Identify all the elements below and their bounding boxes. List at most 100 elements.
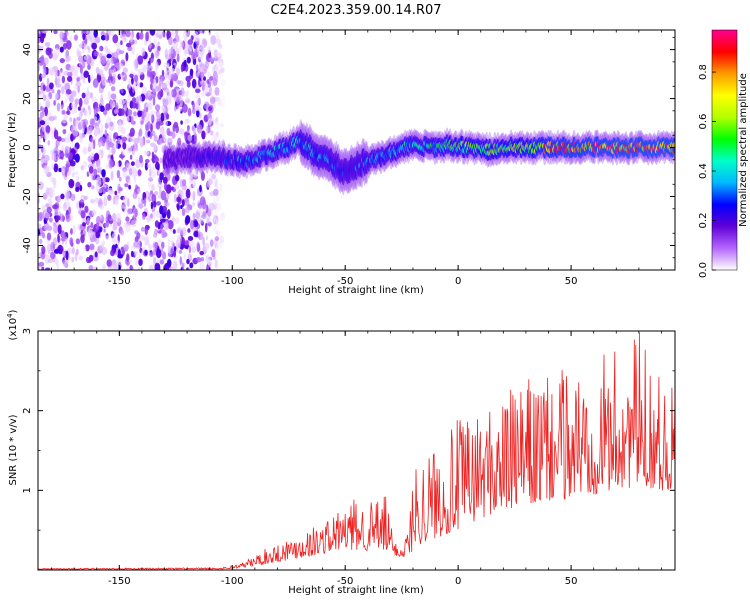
noise-blob (160, 190, 166, 201)
noise-blob (220, 190, 224, 195)
noise-blob (113, 220, 118, 231)
noise-blob (159, 157, 163, 164)
noise-blob (72, 246, 75, 255)
noise-blob (187, 228, 191, 233)
noise-blob (192, 201, 196, 207)
noise-blob (121, 33, 127, 41)
noise-blob (101, 175, 106, 185)
noise-blob (184, 45, 187, 56)
noise-blob (73, 65, 79, 74)
noise-blob (44, 42, 51, 47)
noise-blob (189, 262, 194, 269)
noise-blob (157, 45, 161, 52)
noise-blob (203, 64, 208, 72)
noise-blob (150, 123, 153, 133)
noise-blob (116, 169, 121, 179)
noise-blob (66, 110, 71, 115)
noise-blob (157, 91, 163, 100)
noise-blob (171, 89, 177, 98)
noise-blob (150, 201, 154, 210)
noise-blob (46, 77, 50, 87)
noise-blob (72, 90, 76, 95)
noise-blob (183, 35, 188, 43)
noise-blob (220, 212, 226, 221)
noise-blob (126, 208, 132, 215)
noise-blob (201, 130, 206, 140)
noise-blob (93, 106, 98, 116)
noise-blob (79, 65, 83, 74)
noise-blob (150, 110, 157, 115)
noise-blob (144, 225, 148, 236)
noise-blob (181, 208, 186, 217)
y-tick-label: 20 (22, 92, 33, 105)
noise-blob (83, 246, 87, 252)
noise-blob (122, 116, 125, 126)
noise-blob (156, 201, 161, 206)
noise-blob (138, 128, 143, 137)
noise-blob (122, 195, 128, 206)
noise-blob (118, 187, 123, 192)
noise-blob (121, 89, 124, 94)
noise-blob (154, 241, 159, 249)
noise-blob (219, 183, 223, 192)
noise-blob (68, 178, 75, 189)
noise-blob (92, 78, 99, 88)
noise-blob (166, 113, 170, 120)
noise-blob (146, 90, 152, 99)
noise-blob (208, 106, 212, 112)
noise-blob (214, 31, 220, 38)
noise-blob (109, 121, 114, 127)
noise-blob (62, 129, 67, 135)
noise-blob (78, 255, 84, 261)
y-tick-label: 40 (22, 43, 33, 56)
noise-blob (96, 158, 101, 168)
noise-blob (213, 50, 217, 59)
noise-blob (134, 39, 138, 45)
noise-blob (89, 123, 93, 131)
noise-blob (156, 111, 162, 120)
x-tick-label: 50 (565, 576, 578, 587)
noise-blob (162, 30, 166, 38)
noise-blob (188, 245, 192, 254)
noise-blob (126, 253, 130, 263)
noise-blob (48, 197, 53, 207)
noise-blob (200, 92, 205, 97)
noise-blob (158, 83, 162, 94)
noise-blob (152, 210, 156, 219)
noise-blob (189, 68, 194, 77)
noise-blob (162, 98, 167, 107)
noise-blob (161, 212, 167, 219)
noise-blob (41, 245, 46, 255)
noise-blob (145, 106, 149, 113)
noise-blob (83, 70, 89, 78)
noise-blob (200, 257, 205, 262)
noise-blob (201, 199, 207, 210)
noise-blob (159, 259, 165, 265)
noise-blob (110, 249, 115, 257)
noise-blob (53, 182, 57, 189)
noise-blob (184, 99, 191, 104)
noise-blob (192, 212, 196, 220)
noise-blob (88, 166, 94, 174)
noise-blob (62, 43, 67, 50)
noise-blob (76, 200, 80, 210)
noise-blob (61, 251, 66, 257)
noise-blob (84, 205, 89, 213)
noise-blob (121, 148, 125, 156)
noise-blob (103, 216, 107, 222)
noise-blob (43, 62, 46, 70)
noise-blob (172, 229, 176, 234)
noise-blob (137, 169, 142, 176)
noise-blob (84, 195, 88, 200)
noise-blob (100, 34, 106, 41)
noise-blob (216, 49, 221, 57)
noise-blob (126, 260, 130, 266)
noise-blob (109, 99, 113, 109)
noise-blob (142, 213, 146, 220)
noise-blob (132, 87, 135, 94)
noise-blob (199, 184, 202, 193)
noise-blob (59, 152, 65, 157)
colorbar-tick-label: 0.0 (698, 262, 709, 278)
noise-blob (83, 98, 89, 105)
noise-blob (156, 258, 160, 264)
